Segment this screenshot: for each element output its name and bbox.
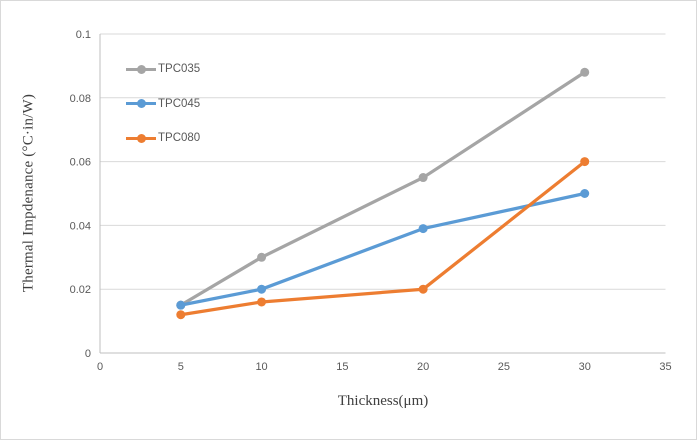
x-tick-label: 25 [498,361,510,373]
y-axis-title: Thermal Impdenance (°C·in/W) [20,93,37,293]
gridlines [100,33,666,290]
data-point-marker-icon [418,173,428,183]
legend: TPC035 TPC045 TPC080 [126,52,200,156]
x-tick-label: 10 [255,361,267,373]
x-tick-label: 0 [97,361,103,373]
data-point-marker-icon [418,284,428,294]
legend-marker-line-dot-icon [126,99,156,109]
x-tick-label: 15 [336,361,348,373]
x-tick-label: 30 [579,361,591,373]
legend-label: TPC035 [158,63,201,76]
legend-marker-line-dot-icon [126,133,156,143]
series-tpc080 [176,157,590,320]
legend-item-tpc080: TPC080 [126,121,200,156]
series-line [179,159,587,317]
y-tick-label: 0.06 [70,157,91,169]
legend-label: TPC045 [158,97,201,110]
data-point-marker-icon [176,300,186,310]
data-point-marker-icon [257,252,267,262]
data-point-marker-icon [257,297,267,307]
x-tick-labels: 0 5 10 15 20 25 30 35 [97,361,672,373]
x-tick-label: 5 [178,361,184,373]
x-tick-label: 35 [659,361,671,373]
legend-item-tpc045: TPC045 [126,87,200,122]
x-tick-label: 20 [417,361,429,373]
y-tick-label: 0.08 [70,93,91,105]
y-tick-label: 0.1 [76,29,91,41]
data-point-marker-icon [176,310,186,320]
y-tick-label: 0.04 [70,220,91,232]
data-point-marker-icon [580,157,590,167]
legend-marker-line-dot-icon [126,64,156,74]
series-line [179,191,587,307]
legend-item-tpc035: TPC035 [126,52,200,87]
data-point-marker-icon [580,67,590,77]
x-axis-title: Thickness(μm) [337,393,429,409]
series-tpc035 [176,67,590,310]
data-point-marker-icon [257,284,267,294]
series-tpc045 [176,189,590,310]
data-point-marker-icon [580,189,590,198]
data-point-marker-icon [418,224,428,234]
series-line [179,70,587,307]
y-tick-label: 0.02 [70,284,91,296]
y-tick-label: 0 [85,348,91,360]
legend-label: TPC080 [158,132,201,145]
y-tick-labels: 0 0.02 0.04 0.06 0.08 0.1 [70,29,91,360]
